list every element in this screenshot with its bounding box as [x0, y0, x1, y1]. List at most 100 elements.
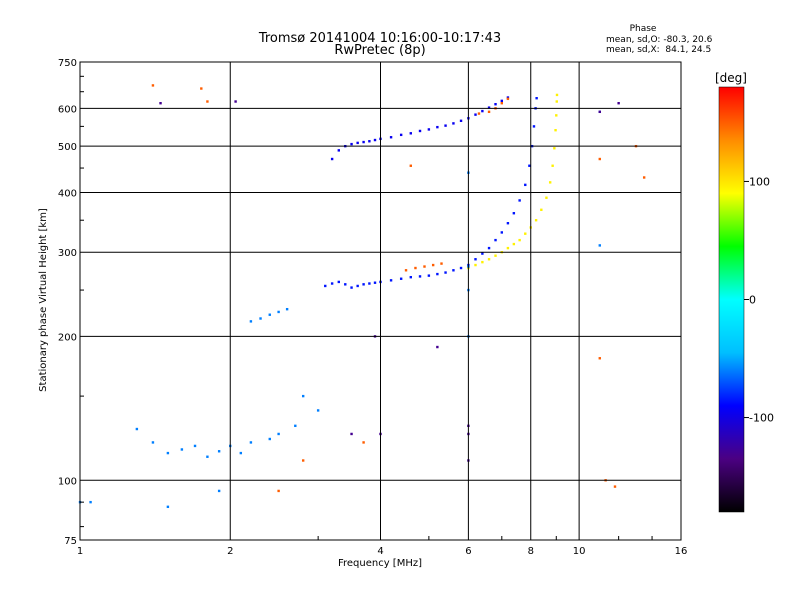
y-tick-label: 200 — [58, 332, 77, 343]
data-point — [389, 279, 393, 282]
data-point — [452, 122, 455, 125]
data-point — [617, 101, 620, 105]
data-point — [217, 489, 221, 493]
data-point — [324, 284, 327, 288]
data-point — [518, 238, 521, 242]
data-point — [532, 125, 536, 128]
data-point — [285, 307, 289, 311]
stats-x-line: mean, sd,X: 84.1, 24.5 — [606, 45, 711, 55]
data-point — [409, 132, 412, 135]
x-tick-label: 4 — [377, 546, 383, 557]
data-point — [409, 275, 412, 279]
data-point — [554, 128, 557, 132]
stats-header: Phase — [630, 24, 657, 34]
data-point — [373, 138, 377, 142]
data-point — [249, 320, 253, 323]
x-tick-label: 16 — [675, 546, 688, 557]
data-point — [350, 432, 353, 436]
data-point — [487, 110, 491, 114]
grid-lines — [80, 62, 681, 540]
data-point — [200, 87, 203, 90]
data-point — [524, 232, 527, 235]
data-point — [234, 100, 237, 103]
data-point — [444, 271, 447, 274]
data-point — [534, 219, 538, 222]
stats-o-line: mean, sd,O: -80.3, 20.6 — [606, 35, 713, 45]
x-axis: 1 2 4 6 8 10 16 — [77, 536, 688, 557]
data-point — [316, 409, 320, 412]
data-point — [598, 110, 601, 114]
data-point — [431, 263, 435, 267]
data-point — [399, 133, 403, 137]
data-point — [330, 157, 334, 161]
colorbar-tick-label: 100 — [749, 175, 770, 188]
x-axis-label: Frequency [MHz] — [338, 558, 422, 569]
data-point — [180, 448, 184, 451]
data-point — [500, 101, 504, 105]
data-point — [368, 140, 371, 143]
data-point — [487, 246, 491, 250]
data-point — [506, 96, 510, 99]
data-point — [294, 424, 297, 428]
y-tick-label: 750 — [58, 58, 77, 69]
data-point — [528, 164, 531, 167]
data-point — [337, 280, 341, 284]
data-point — [368, 282, 371, 285]
data-point — [427, 128, 431, 131]
y-tick-label: 300 — [58, 248, 77, 259]
data-point — [487, 258, 491, 261]
colorbar-tick-label: 0 — [749, 294, 756, 307]
data-point — [598, 157, 601, 161]
chart-title: Tromsø 20141004 10:16:00-10:17:43 — [258, 31, 501, 46]
data-point — [239, 451, 243, 455]
data-point — [506, 246, 510, 250]
data-point — [362, 441, 365, 444]
x-tick-label: 2 — [227, 546, 233, 557]
data-point — [249, 441, 253, 444]
y-axis: 75 100 200 300 400 500 600 750 — [58, 58, 84, 547]
data-point — [494, 254, 497, 257]
data-point — [268, 313, 271, 316]
data-point — [89, 500, 92, 504]
data-point — [166, 505, 170, 509]
data-point — [151, 441, 155, 444]
data-point — [373, 281, 377, 284]
data-point — [268, 437, 271, 441]
data-point — [277, 310, 280, 314]
data-point — [598, 244, 601, 247]
data-point — [159, 101, 162, 105]
data-point — [217, 450, 221, 453]
y-tick-label: 600 — [58, 104, 77, 115]
data-point — [459, 119, 463, 123]
data-point — [598, 357, 601, 360]
y-axis-label: Stationary phase Virtual Height [km] — [38, 208, 49, 392]
data-point — [553, 147, 556, 150]
data-point — [535, 96, 538, 100]
data-point — [277, 432, 280, 436]
data-point — [518, 199, 521, 202]
data-point — [399, 277, 403, 280]
data-point — [362, 283, 365, 286]
data-point — [193, 444, 197, 448]
data-point — [418, 129, 422, 133]
data-point — [436, 272, 439, 276]
colorbar-label: [deg] — [715, 71, 747, 85]
data-point — [545, 196, 548, 199]
data-point — [481, 109, 484, 113]
data-point — [344, 283, 347, 286]
data-point — [494, 238, 497, 242]
data-point — [166, 451, 170, 455]
x-tick-label: 6 — [465, 546, 471, 557]
y-tick-label: 500 — [58, 142, 77, 153]
data-point — [436, 345, 439, 349]
data-point — [206, 455, 209, 458]
data-point — [555, 93, 559, 97]
data-point — [436, 125, 439, 129]
data-point — [524, 183, 527, 187]
data-point — [362, 140, 365, 144]
data-point — [474, 258, 477, 261]
data-point — [330, 282, 334, 285]
data-point — [259, 317, 262, 320]
data-point — [481, 260, 484, 264]
